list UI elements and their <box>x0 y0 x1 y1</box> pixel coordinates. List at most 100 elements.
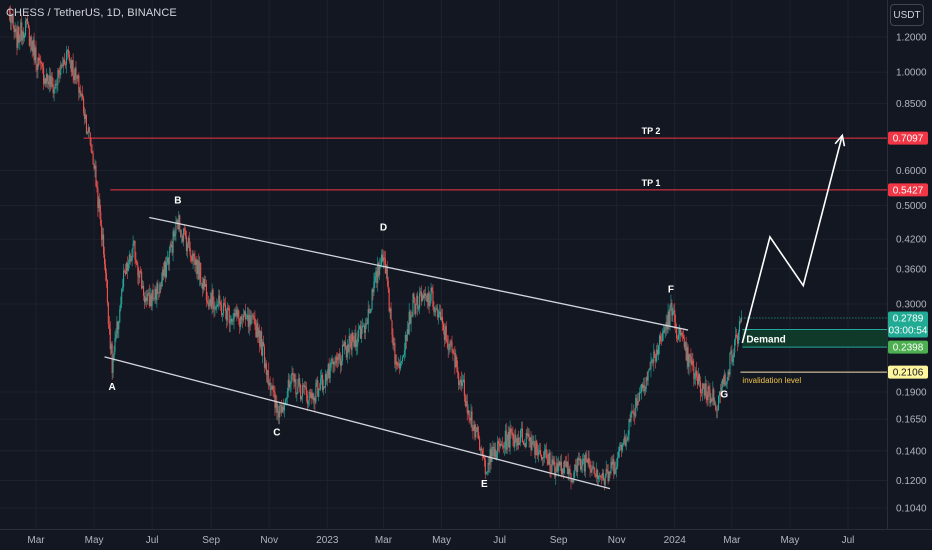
time-axis[interactable]: Mar May Jul Sep Nov 2023 Mar May Jul Sep Nov 2024 Ma… <box>27 535 854 546</box>
candle-down <box>328 358 330 383</box>
candle-up <box>623 429 625 445</box>
candle-body <box>165 262 167 278</box>
candle-down <box>124 263 127 277</box>
candle-body <box>642 384 644 389</box>
candle-body <box>224 304 226 311</box>
candle-up <box>122 278 124 293</box>
candle-down <box>276 395 278 420</box>
candle-body <box>470 411 472 421</box>
candle-down <box>638 392 640 406</box>
candle-down <box>652 358 654 367</box>
candle-up <box>232 313 234 325</box>
candle-up <box>32 36 34 56</box>
candle-body <box>387 280 389 290</box>
projection-arrowhead <box>834 133 846 147</box>
candle-body <box>603 479 605 485</box>
candle-up <box>172 228 174 262</box>
time-tick-label: May <box>85 535 104 546</box>
candle-body <box>672 311 674 316</box>
candle-body <box>655 355 657 362</box>
candle-body <box>110 344 112 350</box>
candle-body <box>159 284 161 293</box>
candle-down <box>70 56 72 77</box>
candle-body <box>146 294 148 301</box>
candle-up <box>14 22 16 38</box>
candle-body <box>346 345 348 358</box>
projection-path[interactable] <box>741 135 844 344</box>
candle-body <box>646 377 648 381</box>
candle-down <box>711 397 713 403</box>
candle-countdown: 03:00:54 <box>889 326 928 337</box>
candle-up <box>327 362 329 379</box>
candle-up <box>287 372 289 398</box>
candle-up <box>283 402 286 418</box>
candle-up <box>268 379 270 386</box>
price-tick-label: 0.5000 <box>896 201 927 212</box>
candle-up <box>290 373 292 392</box>
candle-body <box>499 443 502 447</box>
candle-up <box>720 381 722 398</box>
candle-up <box>308 389 310 407</box>
candle-body <box>182 228 185 242</box>
candle-up <box>377 256 379 292</box>
candle-body <box>117 321 119 330</box>
candle-up <box>735 326 737 346</box>
candle-body <box>702 383 704 389</box>
candle-body <box>658 335 661 346</box>
channel-trendline[interactable] <box>104 356 611 490</box>
candle-down <box>607 464 609 485</box>
candle-up <box>282 404 284 413</box>
candle-body <box>163 261 166 277</box>
candle-up <box>222 313 224 322</box>
candle-body <box>22 31 24 41</box>
candle-down <box>537 443 539 460</box>
candle-up <box>592 460 594 470</box>
time-tick-label: Mar <box>27 535 45 546</box>
candle-down <box>510 424 512 439</box>
candle-up <box>230 315 232 326</box>
candle-up <box>553 455 555 467</box>
candle-up <box>341 355 343 372</box>
candle-body <box>574 464 576 473</box>
candle-up <box>204 275 206 287</box>
price-axis[interactable]: 1.20001.00000.85000.60000.50000.42000.36… <box>896 33 927 515</box>
candle-down <box>722 376 724 387</box>
candle-body <box>514 435 516 447</box>
candle-body <box>185 236 187 251</box>
candle-body <box>390 308 392 321</box>
candle-body <box>638 392 641 402</box>
candle-down <box>585 450 587 463</box>
grid <box>0 0 887 529</box>
candle-up <box>678 326 680 341</box>
candle-body <box>215 306 217 309</box>
candle-down <box>123 268 126 274</box>
candle-up <box>115 328 117 342</box>
candle-down <box>200 262 202 287</box>
candle-body <box>46 74 48 82</box>
candle-down <box>540 454 543 462</box>
candle-down <box>685 336 687 362</box>
candle-up <box>156 281 158 308</box>
candle-body <box>421 295 424 302</box>
candle-down <box>108 315 110 335</box>
candle-body <box>591 467 593 473</box>
candle-down <box>634 408 636 425</box>
candle-down <box>657 342 659 356</box>
currency-button[interactable]: USDT <box>890 4 924 26</box>
channel-trendline[interactable] <box>149 216 689 331</box>
candle-body <box>64 59 66 65</box>
candle-body <box>714 403 716 405</box>
candle-body <box>58 70 60 73</box>
candle-body <box>558 461 560 472</box>
candle-up <box>631 403 633 418</box>
candle-down <box>68 50 70 64</box>
candle-down <box>554 456 556 479</box>
candle-body <box>116 321 118 335</box>
candle-up <box>94 159 96 178</box>
symbol-title[interactable]: CHESS / TetherUS, 1D, BINANCE <box>6 7 177 19</box>
candle-body <box>277 411 279 413</box>
candle-body <box>274 391 276 408</box>
pivot-label-g: G <box>720 389 728 400</box>
